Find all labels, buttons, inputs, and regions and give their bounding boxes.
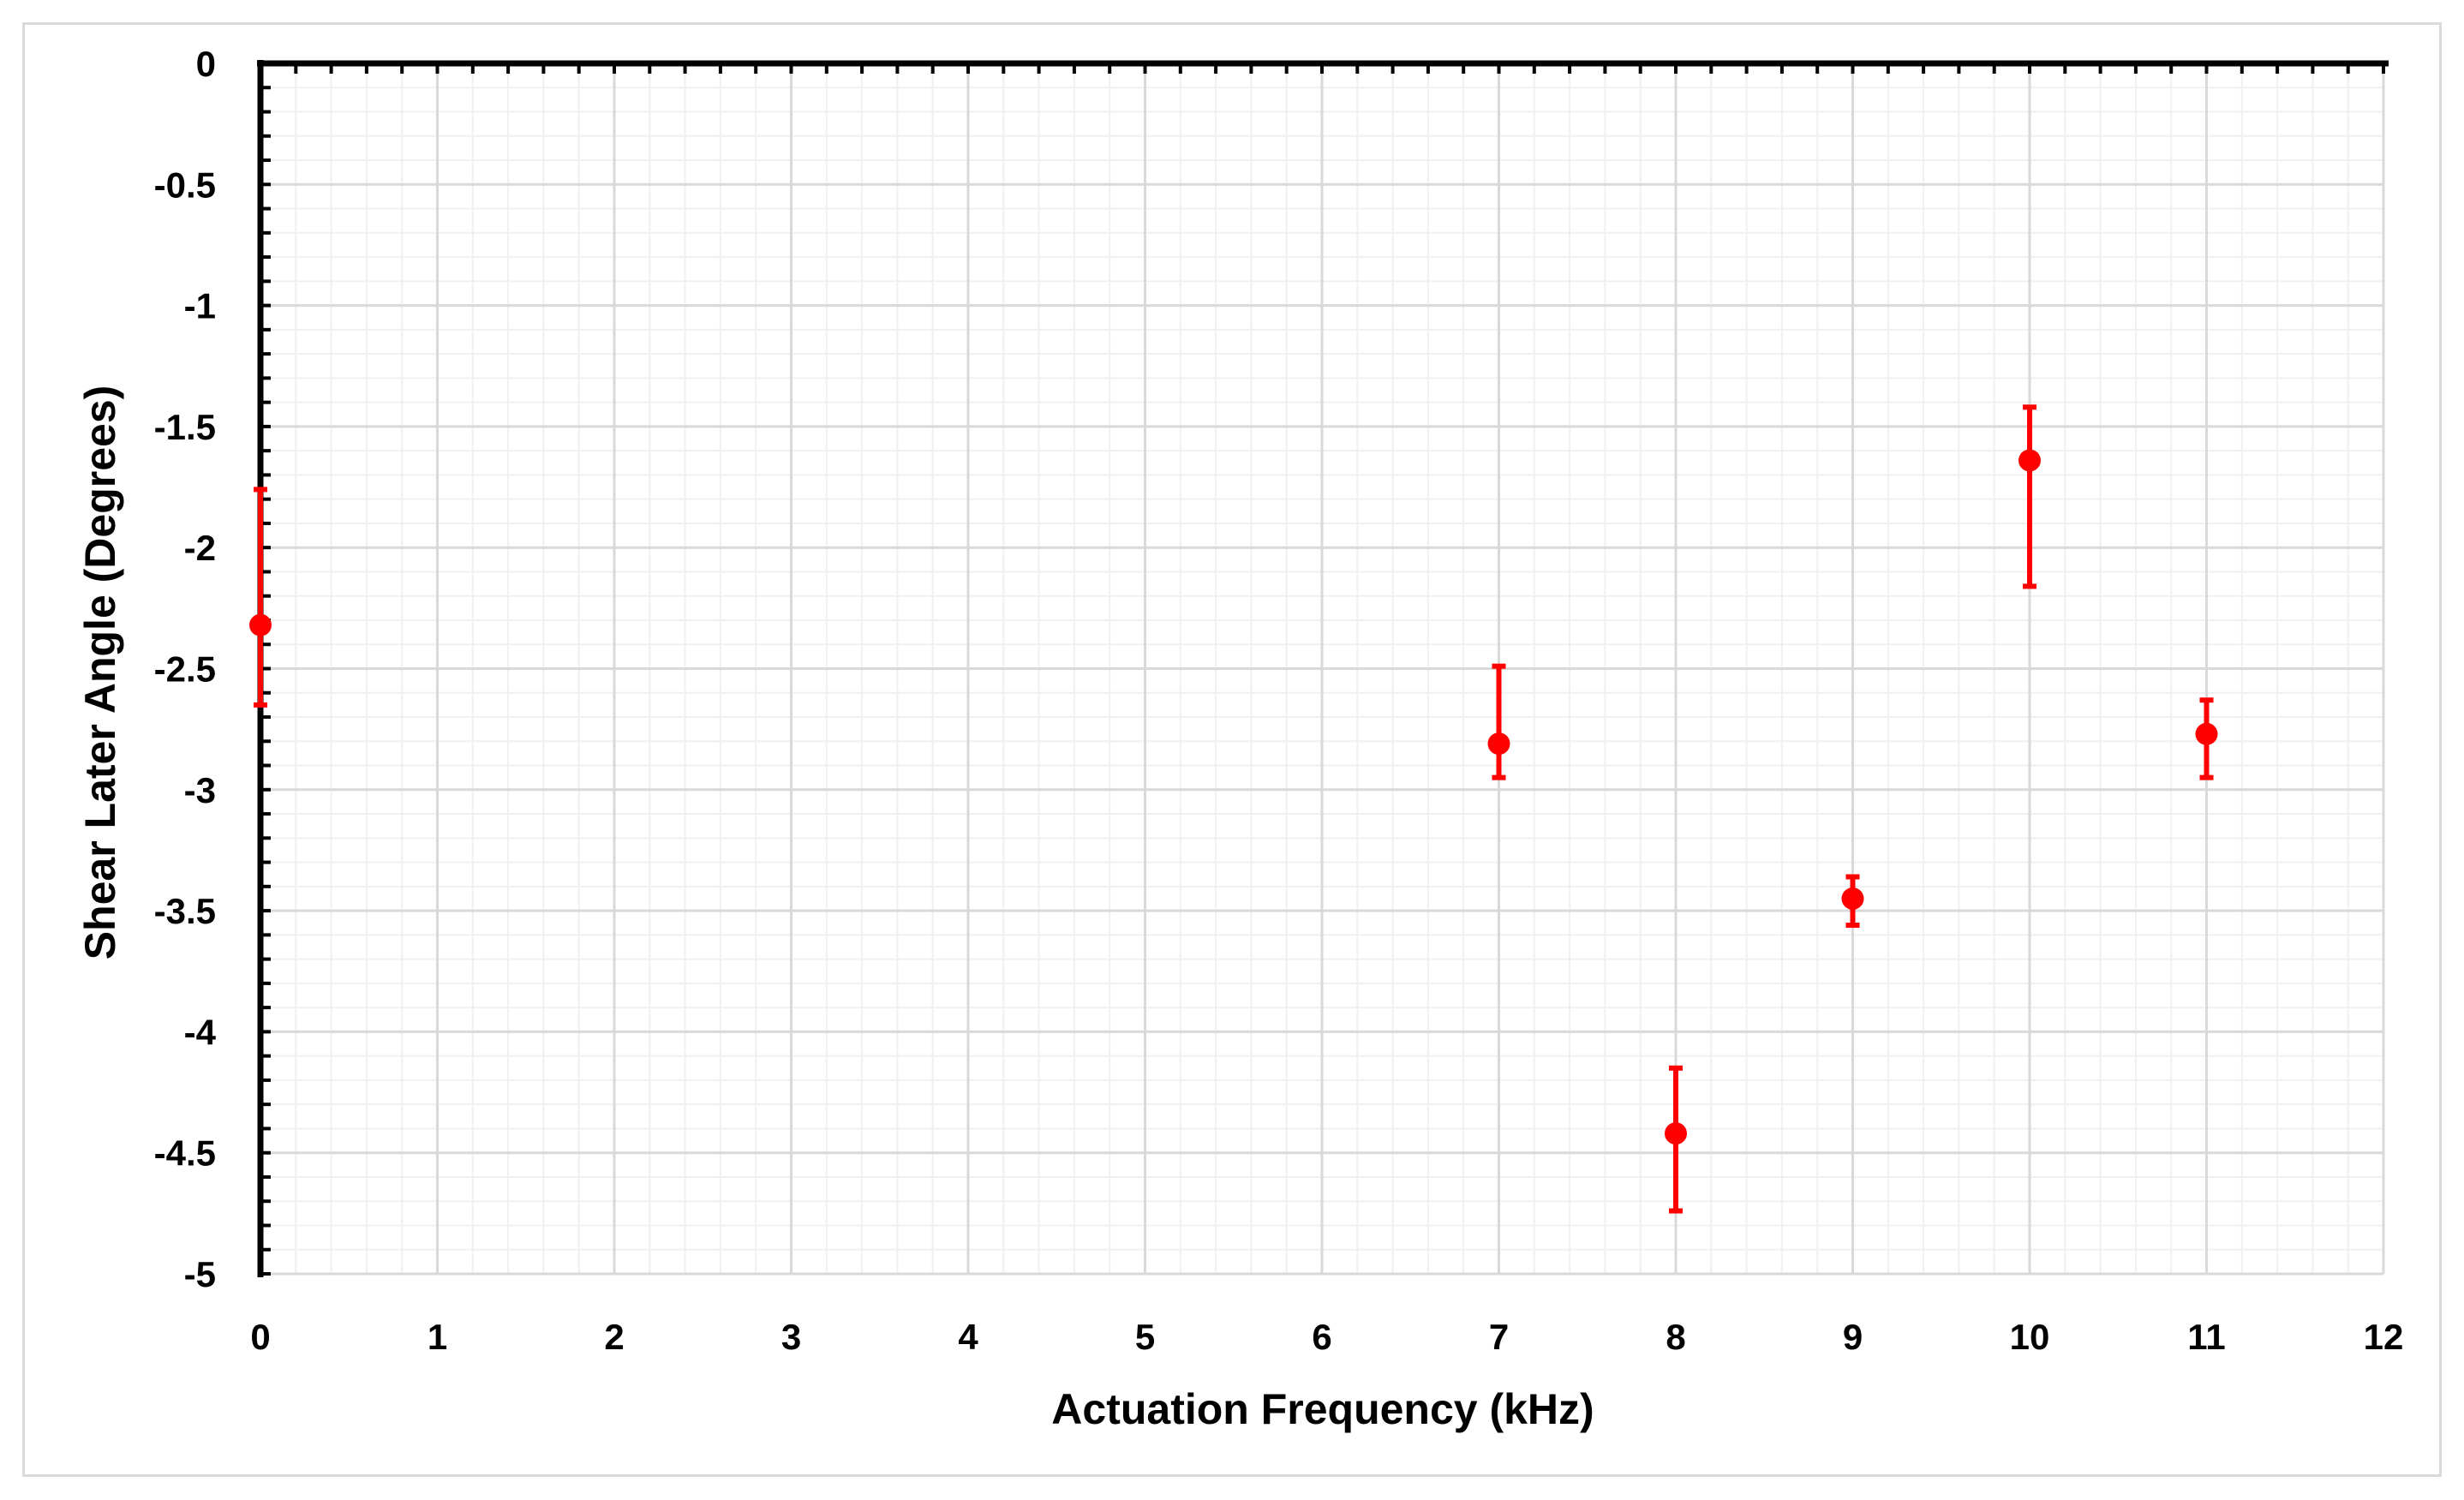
x-tick-label: 0 bbox=[250, 1317, 270, 1357]
x-tick-label: 2 bbox=[604, 1317, 624, 1357]
data-point bbox=[1665, 1122, 1687, 1145]
x-tick-label: 7 bbox=[1489, 1317, 1509, 1357]
y-tick-labels: 0 -0.5 -1 -1.5 -2 -2.5 -3 -3.5 -4 -4.5 -5 bbox=[154, 44, 217, 1294]
y-tick-label: -0.5 bbox=[154, 164, 216, 205]
y-tick-label: -2 bbox=[184, 528, 216, 568]
y-tick-label: -4 bbox=[184, 1012, 217, 1052]
y-tick-label: -1.5 bbox=[154, 407, 216, 447]
data-point bbox=[1841, 887, 1864, 910]
x-tick-label: 9 bbox=[1843, 1317, 1863, 1357]
data-point-group bbox=[249, 487, 272, 708]
y-tick-label: 0 bbox=[196, 44, 216, 84]
y-axis-title: Shear Later Angle (Degrees) bbox=[76, 385, 124, 960]
data-point bbox=[1487, 732, 1510, 756]
y-tick-label: -2.5 bbox=[154, 649, 216, 690]
x-tick-label: 5 bbox=[1135, 1317, 1155, 1357]
x-tick-label: 12 bbox=[2364, 1317, 2404, 1357]
x-tick-label: 10 bbox=[2010, 1317, 2050, 1357]
data-point-group bbox=[2195, 697, 2218, 780]
y-tick-label: -3.5 bbox=[154, 891, 216, 931]
y-tick-label: -3 bbox=[184, 770, 216, 810]
x-axis-title: Actuation Frequency (kHz) bbox=[1051, 1385, 1594, 1433]
y-tick-label: -4.5 bbox=[154, 1133, 216, 1174]
data-point-group bbox=[2018, 404, 2041, 589]
data-point bbox=[249, 613, 272, 636]
data-point bbox=[2018, 449, 2041, 472]
chart-frame bbox=[22, 22, 2442, 1477]
x-tick-labels: 0 1 2 3 4 5 6 7 8 9 10 11 12 bbox=[250, 1317, 2403, 1357]
data-series bbox=[249, 404, 2218, 1214]
y-tick-label: -1 bbox=[184, 286, 216, 326]
data-point-group bbox=[1665, 1065, 1687, 1214]
data-point-group bbox=[1487, 663, 1510, 780]
x-tick-label: 4 bbox=[958, 1317, 978, 1357]
x-tick-label: 6 bbox=[1312, 1317, 1331, 1357]
y-tick-label: -5 bbox=[184, 1254, 216, 1294]
x-tick-label: 11 bbox=[2187, 1317, 2225, 1357]
x-tick-label: 8 bbox=[1666, 1317, 1685, 1357]
data-point bbox=[2195, 722, 2218, 745]
major-gridlines bbox=[259, 62, 2385, 1276]
data-point-group bbox=[1841, 874, 1864, 929]
x-tick-label: 3 bbox=[781, 1317, 801, 1357]
x-tick-label: 1 bbox=[428, 1317, 447, 1357]
